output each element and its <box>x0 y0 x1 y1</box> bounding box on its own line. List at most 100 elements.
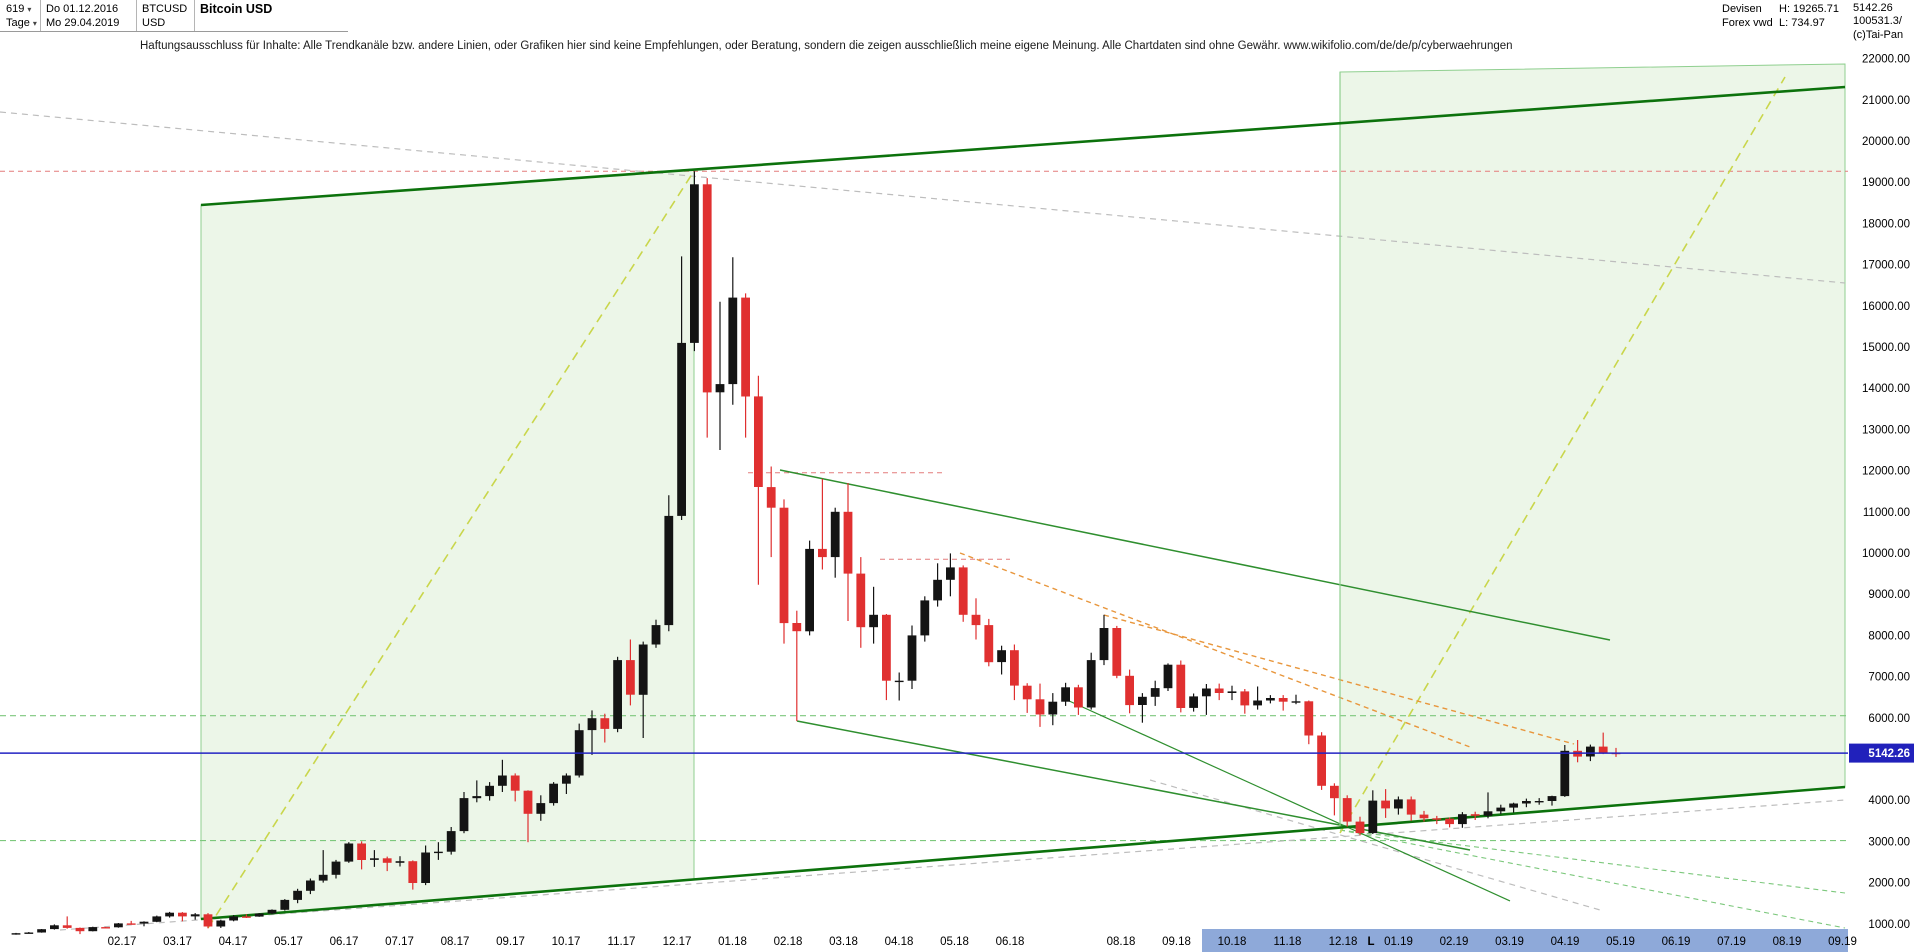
candle-body <box>395 861 405 863</box>
date-tick-label: 11.18 <box>1274 936 1302 948</box>
candle-body <box>203 914 213 927</box>
channel-upper-line <box>200 85 1846 207</box>
downtrend-channel-upper <box>779 469 1611 641</box>
candle-body <box>1163 664 1173 689</box>
candle-body <box>242 916 251 918</box>
price-axis: 1000.00 2000.00 3000.00 4000.00 6000.00 7000.… <box>1849 54 1914 931</box>
price-tick-label: 3000.00 <box>1868 836 1910 848</box>
low-marker-label: L <box>1367 936 1374 948</box>
annotation-lines-layer <box>0 72 1848 931</box>
price-tick-label: 12000.00 <box>1862 466 1910 478</box>
candle-body <box>1125 675 1134 706</box>
date-tick-label: 06.19 <box>1662 936 1691 948</box>
candle-body <box>1419 814 1429 819</box>
current-price-label: 5142.26 <box>1868 748 1910 760</box>
date-tick-label: 06.18 <box>996 936 1025 948</box>
candle-body <box>139 921 149 924</box>
candle-body <box>1534 801 1544 803</box>
bars-count-dropdown-icon[interactable]: ▾ <box>27 5 32 14</box>
shaded-channel-region <box>200 168 695 920</box>
candle-body <box>434 851 443 854</box>
price-tick-label: 10000.00 <box>1862 548 1910 560</box>
candle-body <box>523 790 533 814</box>
date-tick-label: 04.18 <box>885 936 914 948</box>
candle-body <box>715 384 725 393</box>
candle-body <box>856 573 866 628</box>
candle-body <box>946 567 955 580</box>
candle-body <box>1099 628 1109 661</box>
candle-body <box>818 548 827 558</box>
candle-body <box>1189 696 1198 708</box>
candle-body <box>459 798 469 832</box>
candle-body <box>152 916 162 922</box>
candle-body <box>997 650 1006 663</box>
candle-body <box>421 852 430 883</box>
header-underline <box>0 31 348 32</box>
candle-body <box>894 680 904 683</box>
range-start-date[interactable]: Do 01.12.2016 <box>46 3 119 15</box>
candle-body <box>1035 699 1045 715</box>
candle-body <box>101 927 110 929</box>
candle-body <box>382 858 392 863</box>
candle-body <box>331 861 341 875</box>
candle-body <box>1381 800 1390 809</box>
candle-body <box>216 920 226 927</box>
date-tick-label: 09.17 <box>496 936 525 948</box>
candle-body <box>1560 750 1570 797</box>
candle-body <box>1048 701 1058 715</box>
candle-body <box>754 396 763 487</box>
candle-body <box>600 718 610 729</box>
candle-body <box>690 184 699 343</box>
date-tick-label: 08.17 <box>441 936 470 948</box>
candle-body <box>280 899 290 910</box>
bars-count-value[interactable]: 619 <box>6 3 25 15</box>
candle-body <box>779 507 789 624</box>
candle-body <box>1227 691 1237 693</box>
candle-body <box>741 297 750 397</box>
projection-fan-line-2 <box>1339 829 1846 929</box>
date-tick-label: 02.18 <box>774 936 803 948</box>
candle-body <box>549 783 558 804</box>
price-tick-label: 8000.00 <box>1868 630 1910 642</box>
date-tick-label: 11.17 <box>608 936 636 948</box>
period-high-value: H: 19265.71 <box>1779 3 1839 15</box>
candle-body <box>562 775 571 784</box>
candle-body <box>677 342 686 516</box>
candle-body <box>190 914 200 917</box>
candle-body <box>1342 798 1352 822</box>
timeframe-value[interactable]: Tage <box>6 17 30 29</box>
period-low-value: L: 734.97 <box>1779 17 1825 29</box>
date-tick-label: 10.17 <box>552 936 581 948</box>
date-tick-label: 03.17 <box>163 936 192 948</box>
price-tick-label: 7000.00 <box>1868 672 1910 684</box>
range-end-date[interactable]: Mo 29.04.2019 <box>46 17 120 29</box>
gray-reference-line-1 <box>0 111 1846 284</box>
candle-body <box>24 932 34 934</box>
candle-body <box>1522 801 1531 804</box>
header-divider <box>136 0 137 31</box>
candle-body <box>1445 818 1454 825</box>
price-tick-label: 17000.00 <box>1862 260 1910 272</box>
resistance-orange-1 <box>959 552 1471 748</box>
candle-body <box>1432 818 1442 820</box>
date-axis-highlight <box>1202 929 1848 952</box>
date-tick-label: 05.18 <box>940 936 969 948</box>
date-tick-label: 08.19 <box>1773 936 1802 948</box>
candle-body <box>318 874 328 881</box>
candle-body <box>971 614 981 626</box>
candle-body <box>728 297 738 385</box>
steep-support-line <box>1066 699 1511 902</box>
current-price-label-box <box>1849 743 1914 763</box>
candle-body <box>651 625 661 645</box>
candle-body <box>1598 746 1608 753</box>
price-tick-label: 4000.00 <box>1868 795 1910 807</box>
candle-body <box>920 600 930 636</box>
candle-body <box>1150 688 1160 697</box>
candle-body <box>1061 687 1070 702</box>
candle-body <box>229 916 238 921</box>
timeframe-dropdown-icon[interactable]: ▾ <box>32 19 37 28</box>
price-tick-label: 2000.00 <box>1868 878 1910 890</box>
candle-body <box>1509 803 1518 808</box>
